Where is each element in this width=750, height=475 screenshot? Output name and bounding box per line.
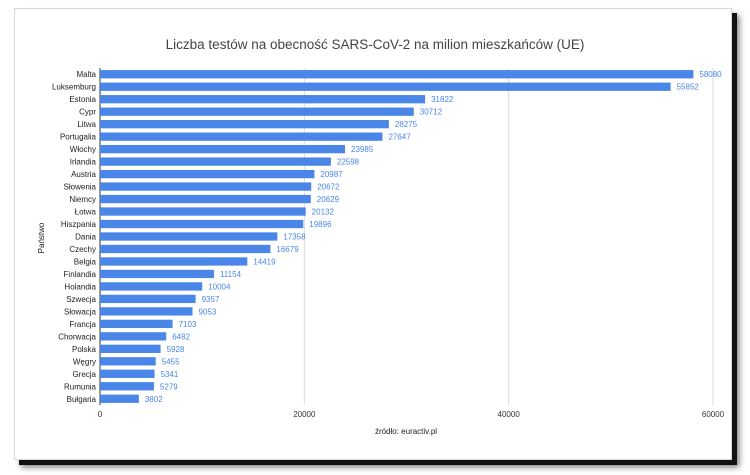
bar	[100, 244, 271, 254]
bar	[100, 307, 193, 316]
category-label: Chorwacja	[58, 332, 96, 341]
chart-title: Liczba testów na obecność SARS-CoV-2 na …	[166, 37, 585, 52]
category-label: Rumunia	[64, 382, 97, 391]
bar	[100, 282, 203, 291]
x-tick-label: 40000	[498, 410, 521, 419]
category-label: Włochy	[70, 145, 96, 154]
category-label: Słowenia	[64, 183, 97, 192]
category-label: Słowacja	[64, 307, 97, 316]
bar	[100, 257, 248, 266]
bar	[100, 232, 278, 241]
bar	[100, 219, 304, 229]
category-label: Austria	[71, 170, 96, 179]
bar	[100, 107, 414, 116]
category-label: Luksemburg	[52, 83, 96, 92]
value-label: 55852	[677, 83, 700, 92]
category-label: Finlandia	[64, 270, 97, 279]
category-label: Belgia	[74, 257, 97, 266]
value-label: 5928	[167, 345, 185, 354]
value-label: 28275	[395, 120, 418, 129]
value-label: 9053	[198, 307, 216, 316]
value-label: 19896	[309, 220, 332, 229]
bar	[100, 157, 331, 166]
category-label: Cypr	[79, 108, 96, 117]
bar	[100, 132, 383, 141]
category-label: Malta	[76, 70, 96, 79]
value-label: 20987	[320, 170, 343, 179]
category-label: Dania	[75, 233, 96, 242]
category-label: Francja	[69, 320, 96, 329]
bar	[100, 394, 139, 403]
value-label: 5455	[162, 357, 180, 366]
bar	[100, 269, 214, 279]
value-label: 17358	[283, 233, 306, 242]
category-label: Grecja	[72, 370, 96, 379]
bar	[100, 319, 173, 329]
value-label: 31822	[431, 95, 454, 104]
value-label: 16679	[276, 245, 299, 254]
bar	[100, 82, 671, 91]
category-labels: Malta Luksemburg Estonia Cypr Litwa Portugali…	[52, 70, 97, 404]
x-tick-label: 0	[98, 410, 103, 419]
category-label: Węgry	[73, 357, 96, 366]
category-label: Portugalia	[60, 133, 97, 142]
bar	[100, 182, 312, 191]
value-label: 5279	[160, 382, 178, 391]
value-label: 5341	[161, 370, 179, 379]
value-label: 3802	[145, 395, 163, 404]
bar	[100, 70, 694, 79]
value-label: 58080	[699, 70, 722, 79]
value-label: 6482	[172, 332, 190, 341]
bar	[100, 207, 306, 216]
bar	[100, 194, 311, 204]
value-label: 20629	[317, 195, 340, 204]
value-label: 20132	[312, 208, 335, 217]
value-label: 22598	[337, 158, 360, 167]
x-tick-label: 60000	[702, 410, 725, 419]
bar	[100, 144, 346, 154]
value-label: 23985	[351, 145, 374, 154]
x-tick-label: 20000	[293, 410, 316, 419]
value-label: 7103	[179, 320, 197, 329]
y-axis-title: Państwo	[37, 222, 46, 253]
x-axis-title: źródło: euractiv.pl	[375, 427, 437, 436]
value-label: 9357	[202, 295, 220, 304]
bar	[100, 120, 389, 129]
value-label: 10004	[208, 282, 231, 291]
category-label: Litwa	[77, 120, 96, 129]
value-label: 14419	[253, 257, 276, 266]
category-label: Hiszpania	[61, 220, 97, 229]
category-label: Szwecja	[66, 295, 96, 304]
bar	[100, 382, 154, 391]
category-label: Łotwa	[75, 208, 97, 217]
value-label: 11154	[220, 270, 242, 279]
bars	[100, 70, 694, 403]
value-label: 20672	[317, 183, 340, 192]
category-label: Czechy	[69, 245, 96, 254]
category-label: Polska	[72, 345, 97, 354]
bar	[100, 169, 315, 179]
bar	[100, 369, 155, 378]
category-label: Niemcy	[69, 195, 96, 204]
bar	[100, 357, 156, 366]
category-label: Holandia	[64, 282, 96, 291]
category-label: Irlandia	[70, 158, 97, 167]
x-tick-labels: 0 20000 40000 60000	[98, 410, 725, 419]
bar	[100, 332, 167, 341]
value-label: 30712	[420, 108, 443, 117]
bar	[100, 294, 196, 304]
category-label: Estonia	[69, 95, 96, 104]
category-label: Bułgaria	[67, 395, 97, 404]
value-label: 27647	[388, 133, 411, 142]
bar	[100, 344, 161, 353]
bar	[100, 95, 426, 104]
